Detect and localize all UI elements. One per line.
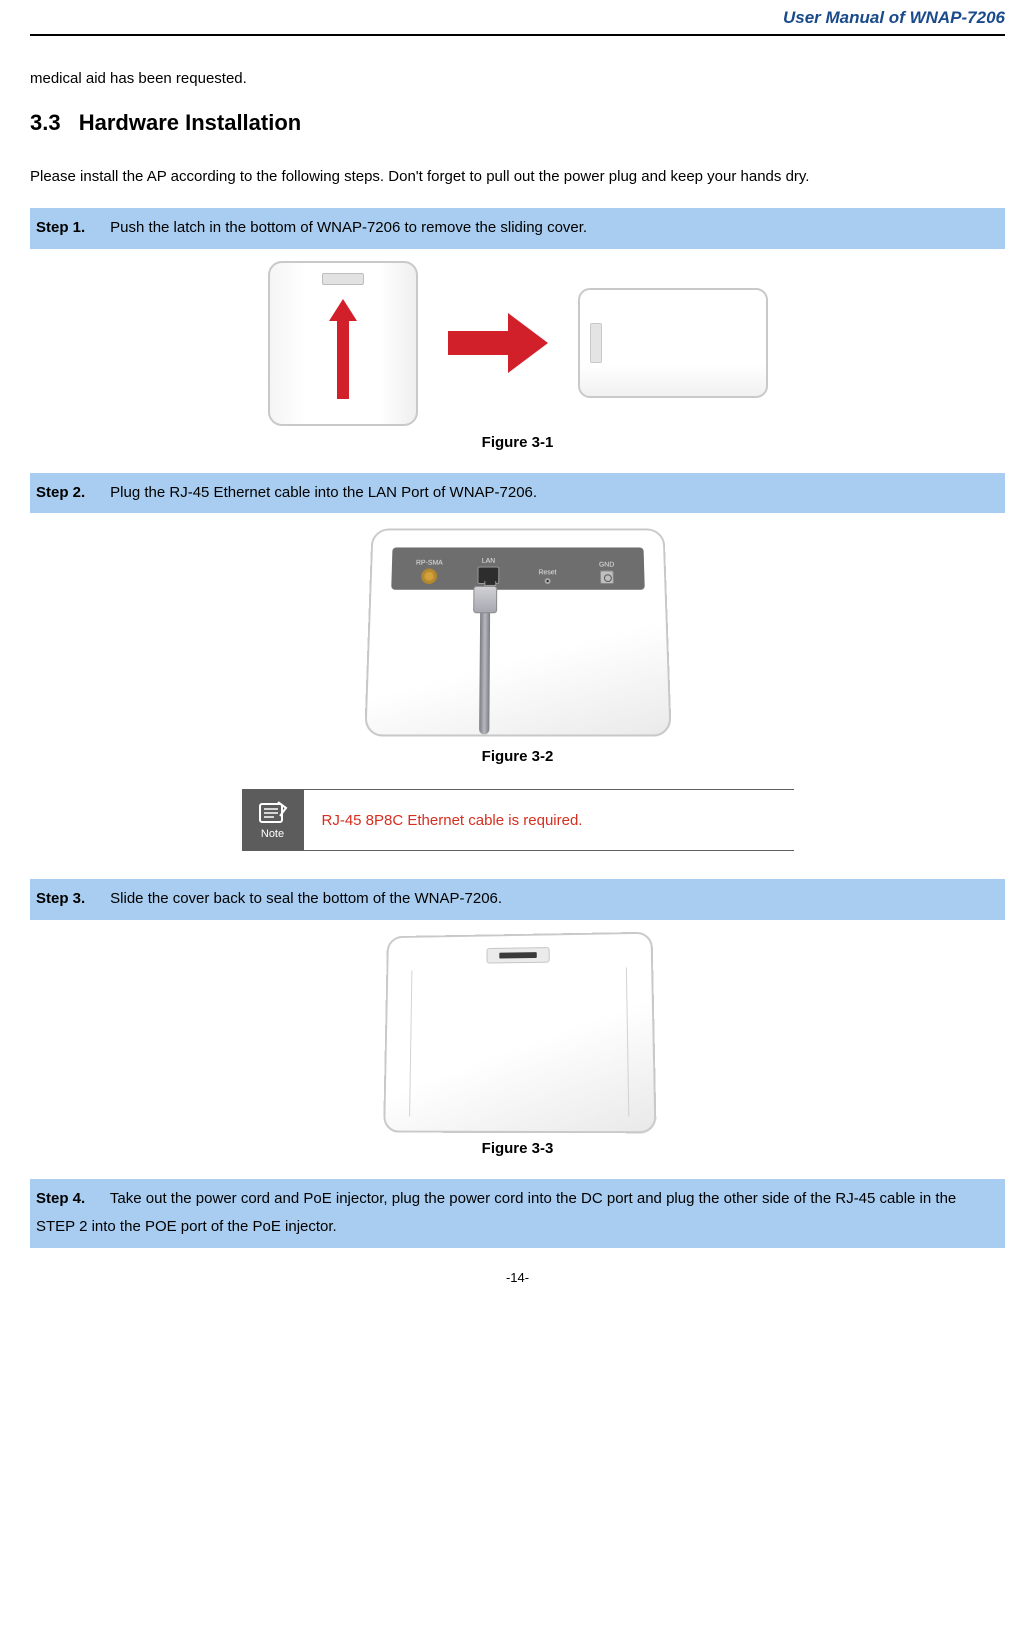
cover-removed-illustration: [578, 288, 768, 398]
step-4-text: Take out the power cord and PoE injector…: [36, 1190, 956, 1236]
step-3-text: Slide the cover back to seal the bottom …: [110, 890, 502, 907]
figure-3-2-caption: Figure 3-2: [30, 748, 1005, 765]
section-title: Hardware Installation: [79, 110, 302, 135]
section-number: 3.3: [30, 110, 61, 135]
header-rule: [30, 34, 1005, 36]
figure-3-3-caption: Figure 3-3: [30, 1140, 1005, 1157]
figure-3-2: RP-SMA LAN Reset GND: [30, 525, 1005, 765]
arrow-up-icon: [329, 299, 357, 404]
arrow-right-icon: [448, 313, 548, 373]
step-2-label: Step 2.: [36, 479, 106, 508]
section-intro: Please install the AP according to the f…: [30, 162, 1005, 192]
step-3-bar: Step 3. Slide the cover back to seal the…: [30, 879, 1005, 920]
step-1-bar: Step 1. Push the latch in the bottom of …: [30, 208, 1005, 249]
latch-slot: [322, 273, 364, 285]
figure-3-1: Figure 3-1: [30, 261, 1005, 451]
note-icon-label: Note: [261, 828, 284, 840]
step-1-text: Push the latch in the bottom of WNAP-720…: [110, 219, 587, 236]
step-1-label: Step 1.: [36, 214, 106, 243]
step-2-text: Plug the RJ-45 Ethernet cable into the L…: [110, 484, 537, 501]
step-2-bar: Step 2. Plug the RJ-45 Ethernet cable in…: [30, 473, 1005, 514]
figure-3-3: Figure 3-3: [30, 932, 1005, 1157]
device-closed-illustration: [268, 261, 418, 426]
step-4-label: Step 4.: [36, 1185, 106, 1214]
ethernet-cable-illustration: [468, 586, 499, 726]
page-number: -14-: [30, 1270, 1005, 1297]
step-4-bar: Step 4. Take out the power cord and PoE …: [30, 1179, 1005, 1248]
device-open-illustration: RP-SMA LAN Reset GND: [364, 528, 671, 736]
intro-continuation: medical aid has been requested.: [30, 64, 1005, 94]
note-text: RJ-45 8P8C Ethernet cable is required.: [322, 812, 583, 829]
port-rpsma: RP-SMA: [399, 560, 459, 584]
note-block: Note RJ-45 8P8C Ethernet cable is requir…: [30, 789, 1005, 851]
port-gnd: GND: [577, 562, 637, 584]
step-3-label: Step 3.: [36, 885, 106, 914]
figure-3-1-caption: Figure 3-1: [30, 434, 1005, 451]
port-reset: Reset: [518, 569, 577, 583]
side-notch: [590, 323, 602, 363]
port-panel: RP-SMA LAN Reset GND: [391, 547, 645, 589]
section-heading: 3.3 Hardware Installation: [30, 110, 1005, 136]
device-sealed-illustration: [383, 931, 656, 1133]
note-icon: Note: [242, 789, 304, 851]
header-title: User Manual of WNAP-7206: [783, 8, 1005, 27]
port-lan: LAN: [458, 558, 517, 584]
